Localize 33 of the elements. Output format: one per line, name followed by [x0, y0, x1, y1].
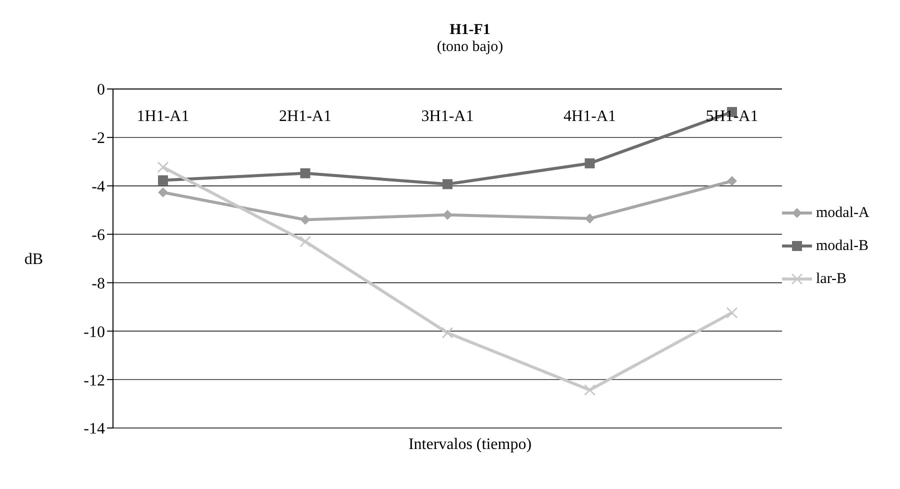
chart-title: H1-F1	[448, 22, 492, 39]
point	[158, 187, 168, 198]
y-axis-title: dB	[24, 251, 43, 268]
point	[442, 179, 452, 190]
point	[442, 327, 454, 339]
x-tick-label: 2H1-A1	[279, 108, 332, 125]
point	[727, 176, 737, 186]
y-tick-label: -8	[92, 275, 105, 292]
x-tick-label: 4H1-A1	[564, 108, 616, 125]
point	[442, 210, 452, 220]
y-tick-label: -2	[92, 130, 105, 148]
x-axis-title: Intervalos (tiempo)	[407, 436, 533, 454]
legend-label: modal-B	[816, 238, 868, 254]
legend-label: lar-B	[816, 270, 847, 288]
x-tick-label: 1H1-A1	[136, 108, 190, 125]
point	[726, 306, 738, 318]
point	[158, 175, 168, 186]
y-tick-label: -10	[84, 324, 105, 341]
point	[584, 214, 595, 224]
point	[584, 384, 596, 396]
y-tick-label: -6	[92, 226, 105, 244]
legend-label: modal-A	[816, 204, 870, 222]
point	[300, 168, 310, 178]
chart-subtitle: (tono bajo)	[436, 39, 504, 56]
point	[300, 214, 310, 225]
y-tick-label: 0	[97, 82, 105, 99]
point	[157, 161, 169, 173]
y-tick-label: -12	[84, 372, 105, 390]
point	[300, 236, 311, 248]
y-tick-label: -4	[92, 178, 105, 196]
point	[584, 158, 595, 168]
x-tick-label: 3H1-A1	[421, 108, 474, 125]
y-tick-label: -14	[84, 420, 105, 438]
